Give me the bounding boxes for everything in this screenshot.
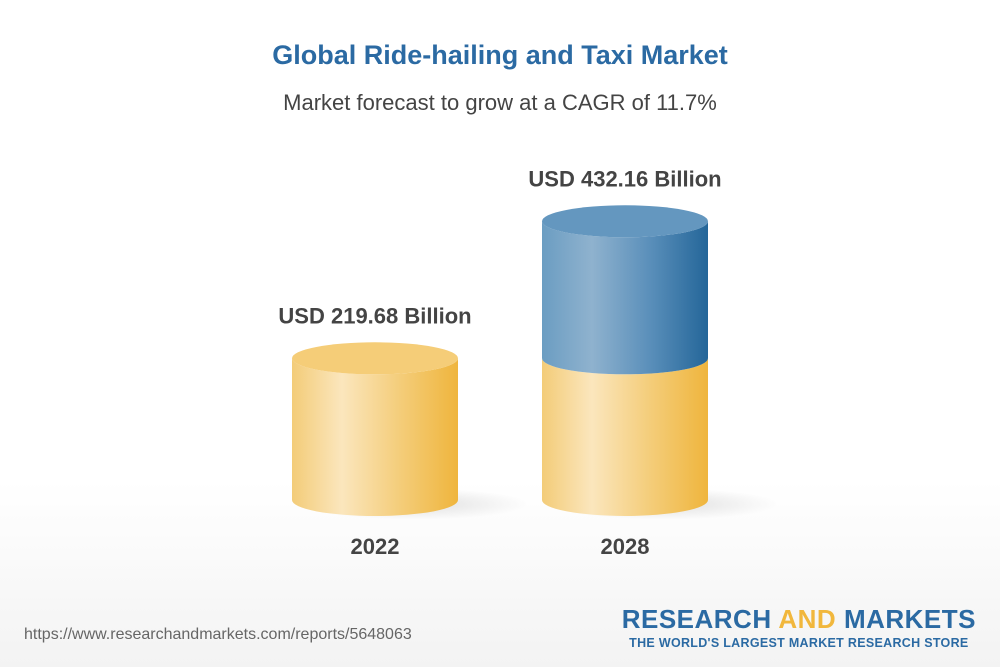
source-url[interactable]: https://www.researchandmarkets.com/repor… xyxy=(24,626,412,643)
research-and-markets-logo: RESEARCH AND MARKETS THE WORLD'S LARGEST… xyxy=(622,604,976,650)
chart-subtitle: Market forecast to grow at a CAGR of 11.… xyxy=(283,90,717,115)
logo-text: RESEARCH xyxy=(621,604,779,634)
logo-tagline: THE WORLD'S LARGEST MARKET RESEARCH STOR… xyxy=(629,636,969,650)
value-label: USD 432.16 Billion xyxy=(528,166,721,191)
category-label: 2022 xyxy=(351,534,400,559)
category-label: 2028 xyxy=(601,534,650,559)
cylinder-top xyxy=(292,342,458,375)
cylinder-base-segment xyxy=(292,358,458,516)
cylinder-top xyxy=(542,205,708,238)
logo-text: MARKETS xyxy=(836,604,976,634)
cylinder-growth-segment xyxy=(542,221,708,375)
logo-and: AND xyxy=(778,604,837,634)
cylinder-base-segment xyxy=(542,358,708,516)
cylinder-chart: USD 219.68 Billion 2022 USD 432.16 Billion… xyxy=(278,166,778,559)
chart-title: Global Ride-hailing and Taxi Market xyxy=(272,40,728,70)
value-label: USD 219.68 Billion xyxy=(278,303,471,328)
